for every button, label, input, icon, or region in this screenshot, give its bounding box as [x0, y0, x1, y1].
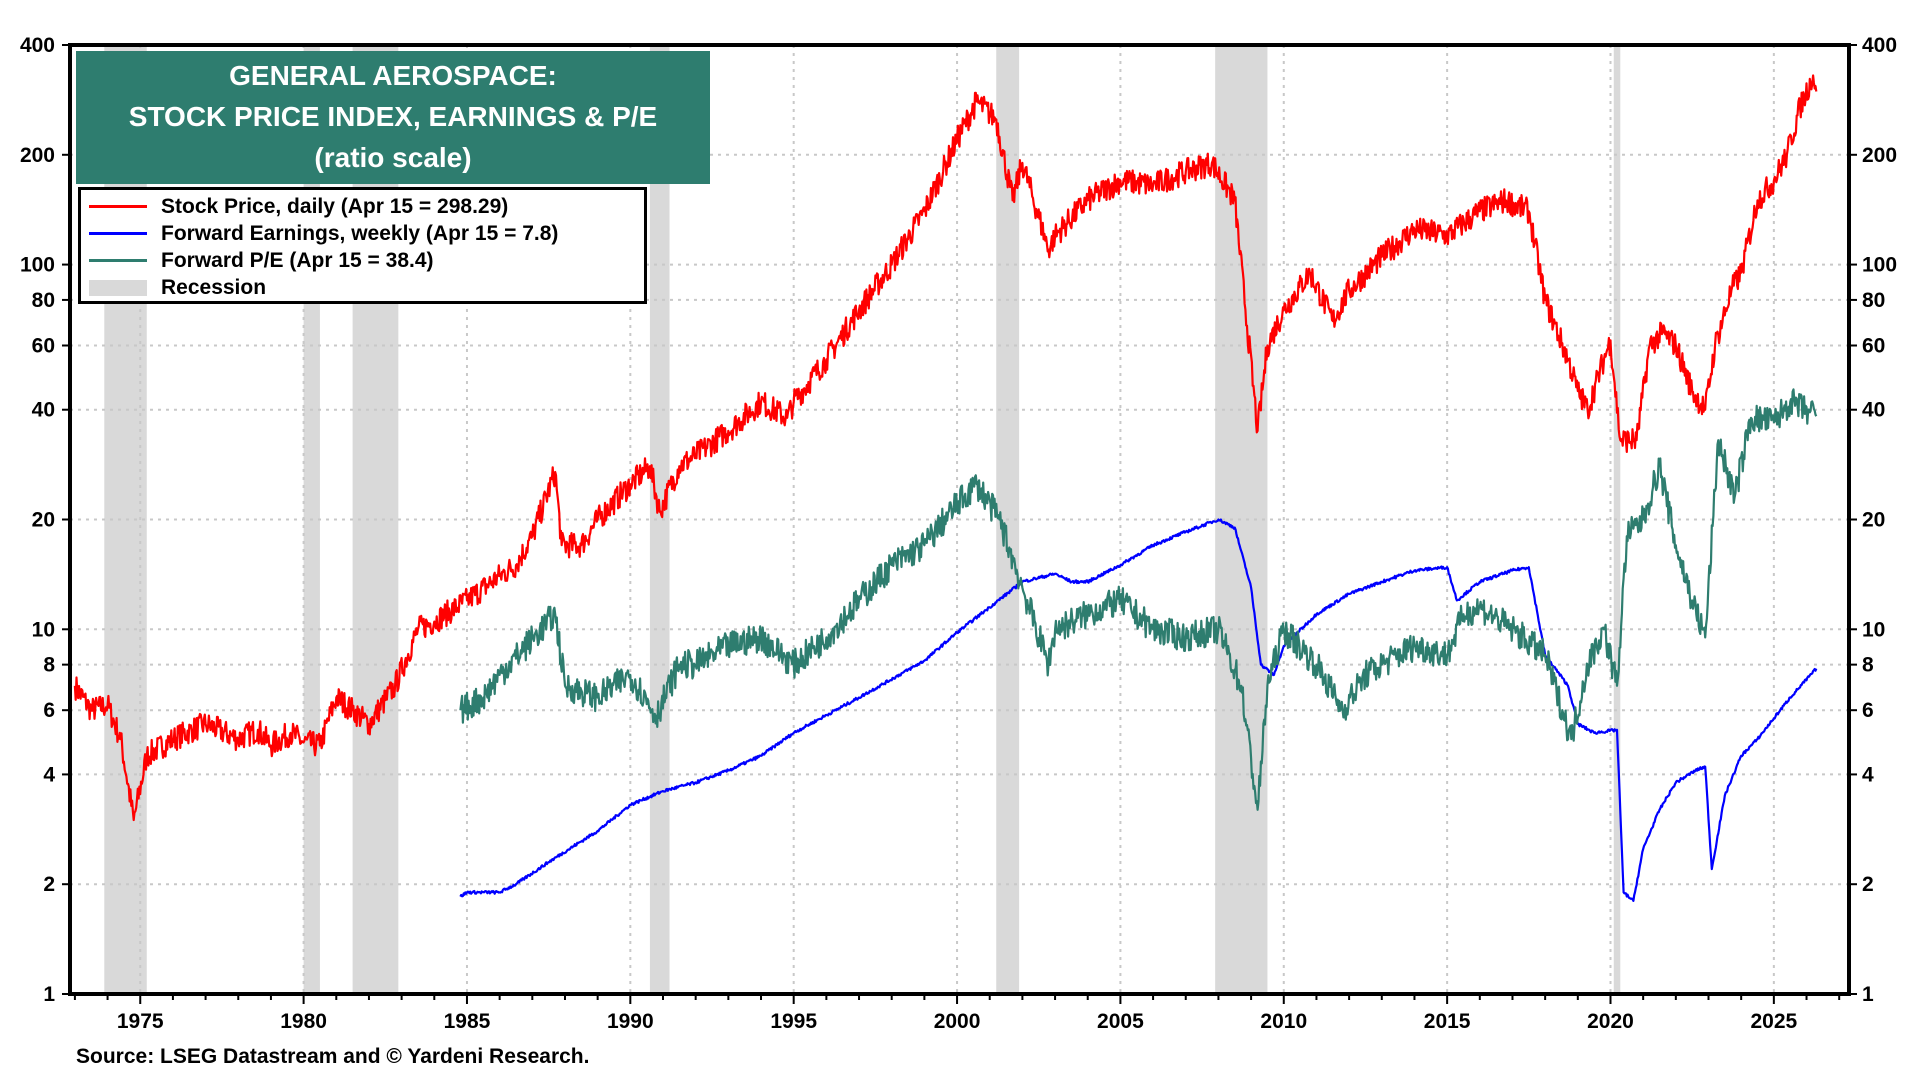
y-tick-label-right: 400 — [1862, 34, 1897, 57]
x-tick-label: 1975 — [117, 1010, 164, 1033]
legend: Stock Price, daily (Apr 15 = 298.29) For… — [78, 187, 647, 304]
legend-swatch — [89, 279, 147, 296]
source-note: Source: LSEG Datastream and © Yardeni Re… — [76, 1045, 590, 1068]
series-line-forward-earnings — [459, 518, 1818, 903]
legend-swatch — [89, 259, 147, 262]
axis-ticks: 1975 1980 1985 1990 1995 2000 2005 2010 2015 2020… — [20, 34, 1897, 1033]
x-tick-label: 2010 — [1260, 1010, 1307, 1033]
legend-label: Forward Earnings, weekly (Apr 15 = 7.8) — [161, 221, 559, 245]
x-tick-label: 1985 — [444, 1010, 491, 1033]
y-tick-label-left: 80 — [32, 289, 55, 312]
x-tick-label: 1980 — [280, 1010, 327, 1033]
y-tick-label-right: 40 — [1862, 399, 1885, 422]
y-tick-label-right: 10 — [1862, 618, 1885, 641]
legend-swatch — [89, 205, 147, 208]
y-tick-label-right: 8 — [1862, 654, 1874, 677]
y-tick-label-right: 1 — [1862, 983, 1874, 1006]
legend-label: Recession — [161, 275, 267, 299]
y-tick-label-right: 80 — [1862, 289, 1885, 312]
y-tick-label-left: 60 — [32, 334, 55, 357]
recession-band — [1613, 45, 1621, 994]
legend-item-forward-earnings: Forward Earnings, weekly (Apr 15 = 7.8) — [89, 220, 644, 247]
y-tick-label-left: 10 — [32, 618, 55, 641]
series-line-forward-p-e — [459, 388, 1818, 811]
y-tick-label-left: 8 — [43, 654, 55, 677]
y-tick-label-left: 2 — [43, 873, 55, 896]
legend-label: Forward P/E (Apr 15 = 38.4) — [161, 248, 434, 272]
y-tick-label-left: 1 — [43, 983, 55, 1006]
recession-band — [649, 45, 670, 994]
x-tick-label: 2025 — [1750, 1010, 1797, 1033]
legend-swatch — [89, 232, 147, 235]
legend-item-recession: Recession — [89, 274, 644, 301]
y-tick-label-right: 60 — [1862, 334, 1885, 357]
y-tick-label-left: 200 — [20, 144, 55, 167]
title-line-2: STOCK PRICE INDEX, EARNINGS & P/E — [128, 101, 658, 132]
chart-title: GENERAL AEROSPACE: STOCK PRICE INDEX, EA… — [76, 51, 710, 184]
title-line-3: (ratio scale) — [314, 142, 472, 173]
series-lines — [73, 74, 1818, 903]
legend-label: Stock Price, daily (Apr 15 = 298.29) — [161, 194, 509, 218]
y-tick-label-right: 20 — [1862, 509, 1885, 532]
y-tick-label-left: 20 — [32, 509, 55, 532]
x-tick-label: 2000 — [934, 1010, 981, 1033]
y-tick-label-right: 100 — [1862, 254, 1897, 277]
y-tick-label-right: 200 — [1862, 144, 1897, 167]
x-tick-label: 1990 — [607, 1010, 654, 1033]
x-tick-label: 1995 — [770, 1010, 817, 1033]
y-tick-label-right: 6 — [1862, 699, 1874, 722]
y-tick-label-left: 40 — [32, 399, 55, 422]
title-line-1: GENERAL AEROSPACE: — [229, 60, 557, 91]
legend-item-forward-pe: Forward P/E (Apr 15 = 38.4) — [89, 247, 644, 274]
y-tick-label-right: 2 — [1862, 873, 1874, 896]
y-tick-label-left: 100 — [20, 254, 55, 277]
x-tick-label: 2005 — [1097, 1010, 1144, 1033]
y-tick-label-left: 4 — [43, 763, 55, 786]
series-line-stock-price — [73, 74, 1818, 822]
y-tick-label-left: 6 — [43, 699, 55, 722]
y-tick-label-right: 4 — [1862, 763, 1874, 786]
legend-item-stock-price: Stock Price, daily (Apr 15 = 298.29) — [89, 193, 644, 220]
y-tick-label-left: 400 — [20, 34, 55, 57]
x-tick-label: 2020 — [1587, 1010, 1634, 1033]
x-tick-label: 2015 — [1424, 1010, 1471, 1033]
